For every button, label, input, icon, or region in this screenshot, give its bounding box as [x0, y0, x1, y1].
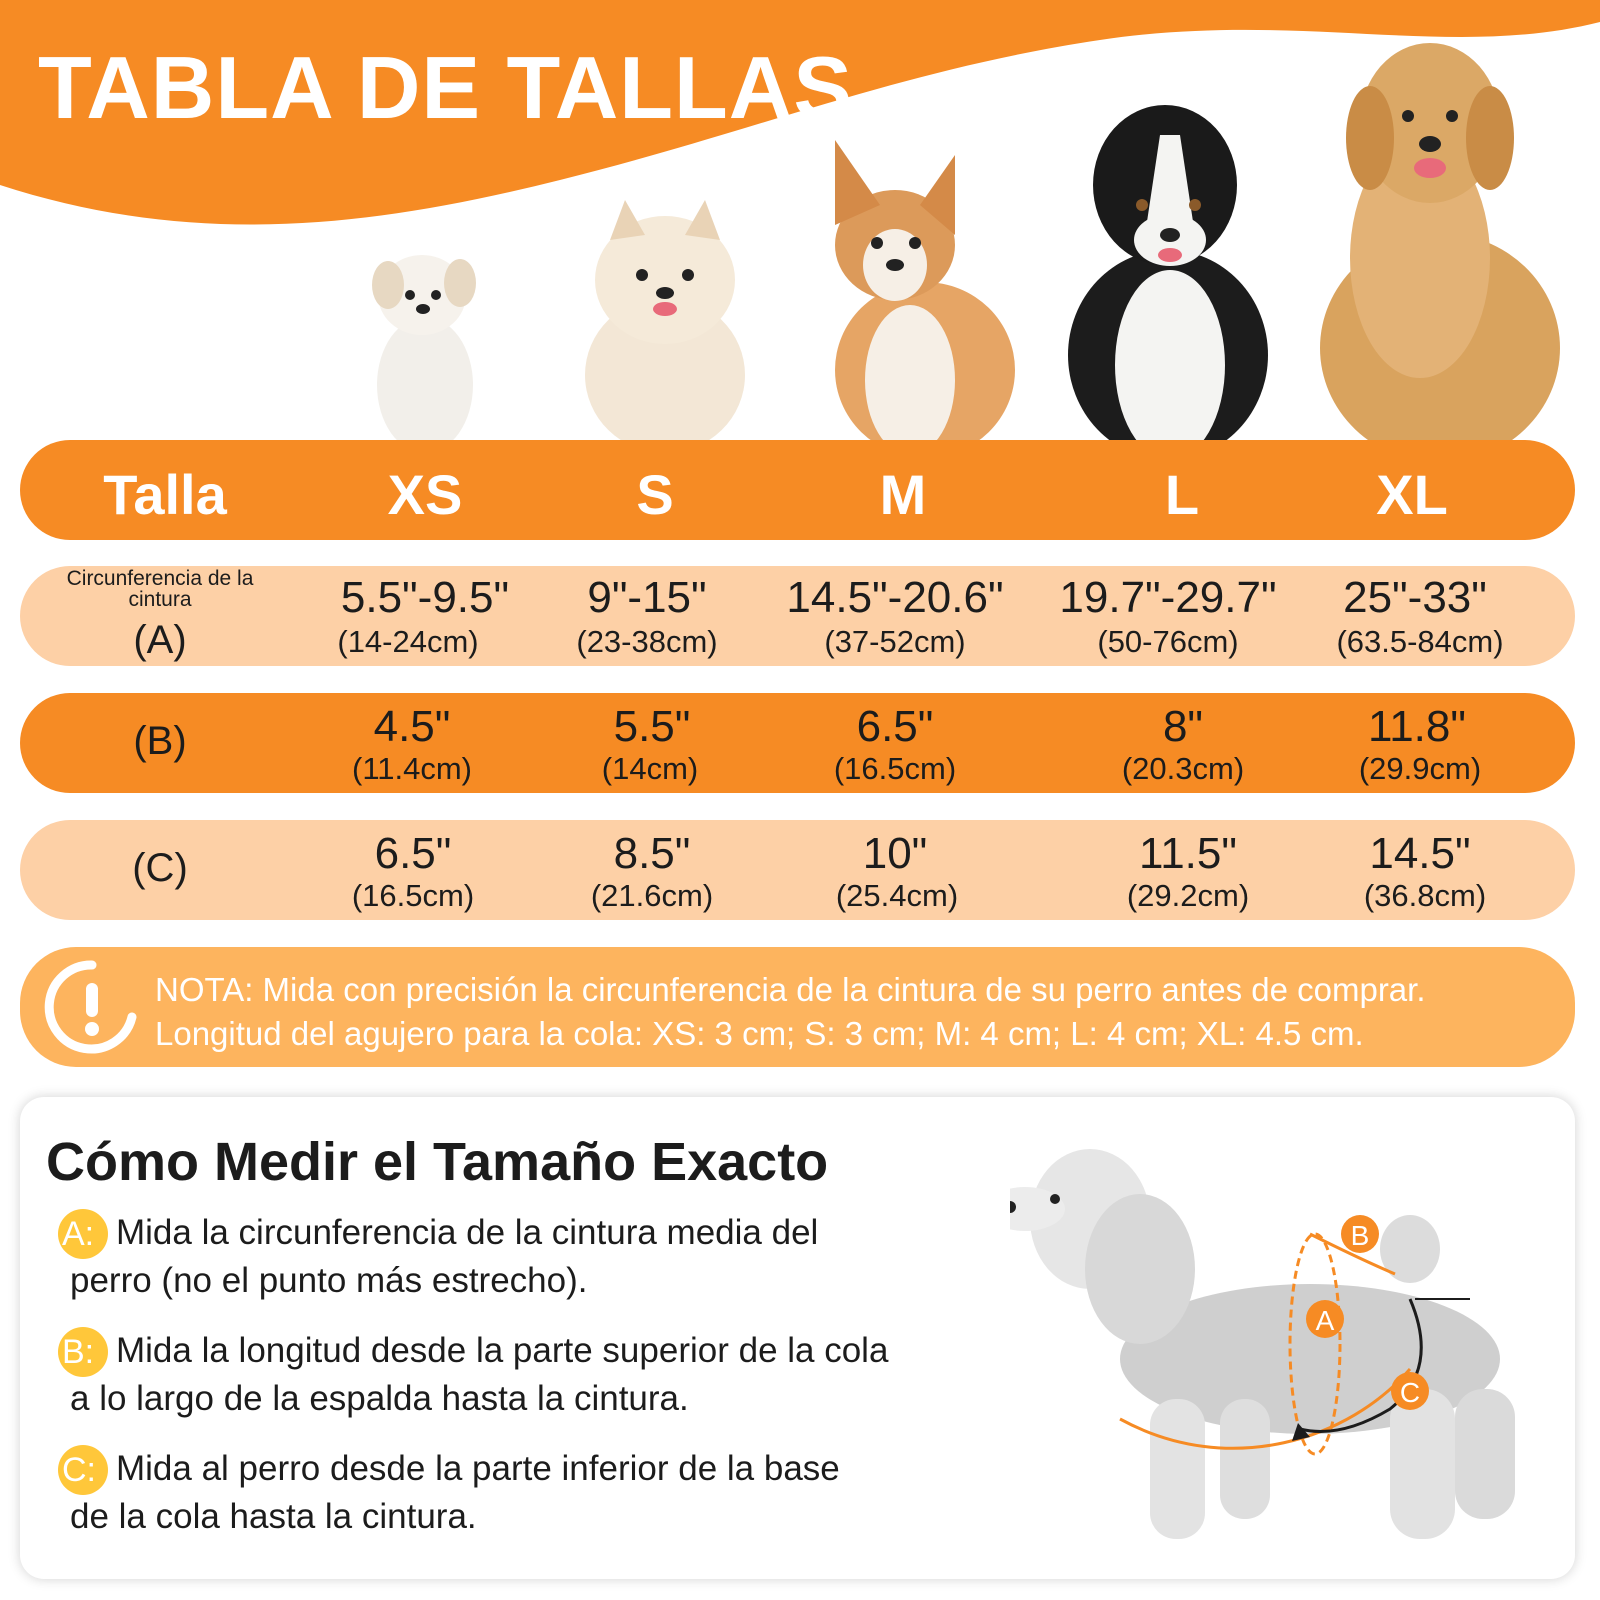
step-c-line-1: Mida al perro desde la parte inferior de… — [116, 1449, 840, 1488]
page-title: TABLA DE TALLAS — [38, 38, 854, 137]
row-b-m-cm: (16.5cm) — [833, 751, 957, 786]
note-line-1: NOTA: Mida con precisión la circunferenc… — [155, 971, 1426, 1008]
row-b-l-cm: (20.3cm) — [1121, 751, 1245, 786]
row-c-s-cm: (21.6cm) — [590, 878, 714, 913]
diagram-label-c: C — [1400, 1377, 1420, 1408]
row-a-m-in: 14.5"-20.6" — [786, 573, 1004, 622]
dog-xl-illustration — [1320, 43, 1560, 463]
row-b-label: (B) — [133, 719, 187, 763]
row-a-xl-cm: (63.5-84cm) — [1336, 624, 1504, 659]
row-c-xs-in: 6.5" — [374, 829, 452, 878]
row-a-s-in: 9"-15" — [587, 573, 707, 622]
row-c-s-in: 8.5" — [613, 829, 691, 878]
note-banner: NOTA: Mida con precisión la circunferenc… — [20, 947, 1575, 1067]
size-s: S — [636, 463, 674, 526]
header-wave — [0, 0, 1600, 225]
row-a-l-cm: (50-76cm) — [1097, 624, 1239, 659]
size-m: M — [879, 463, 927, 526]
measurement-diagram: B A C — [1010, 1149, 1515, 1539]
row-b-m-in: 6.5" — [856, 702, 934, 751]
row-b-xl-cm: (29.9cm) — [1358, 751, 1482, 786]
exclamation-circle-icon — [44, 960, 137, 1054]
dog-xs-illustration — [372, 255, 476, 453]
row-a-s-cm: (23-38cm) — [576, 624, 718, 659]
row-c-xs-cm: (16.5cm) — [351, 878, 475, 913]
dog-m-illustration — [835, 140, 1015, 458]
row-c-l-cm: (29.2cm) — [1126, 878, 1250, 913]
diagram-label-a: A — [1316, 1305, 1335, 1336]
row-a-xs-in: 5.5"-9.5" — [340, 573, 510, 622]
row-b-xs-in: 4.5" — [373, 702, 451, 751]
row-a-xl-in: 25"-33" — [1343, 573, 1487, 622]
row-b-length: (B) 4.5" (11.4cm) 5.5" (14cm) 6.5" (16.5… — [20, 693, 1575, 793]
row-b-xl-in: 11.8" — [1368, 702, 1466, 751]
note-line-2: Longitud del agujero para la cola: XS: 3… — [155, 1015, 1364, 1052]
row-c-xl-cm: (36.8cm) — [1363, 878, 1487, 913]
row-c-tail-length: (C) 6.5" (16.5cm) 8.5" (21.6cm) 10" (25.… — [20, 820, 1575, 920]
row-c-m-in: 10" — [862, 829, 928, 878]
row-b-s-in: 5.5" — [613, 702, 691, 751]
row-a-label: (A) — [133, 618, 187, 662]
step-c-badge: C: — [58, 1445, 108, 1495]
size-header-label: Talla — [103, 463, 227, 526]
step-b-badge: B: — [58, 1327, 108, 1377]
row-b-xs-cm: (11.4cm) — [351, 751, 473, 786]
step-b-line-2: a lo largo de la espalda hasta la cintur… — [70, 1379, 689, 1418]
step-a-badge: A: — [58, 1209, 108, 1259]
row-c-m-cm: (25.4cm) — [835, 878, 959, 913]
row-a-l-in: 19.7"-29.7" — [1059, 573, 1277, 622]
measure-panel: Cómo Medir el Tamaño Exacto A: Mida la c… — [20, 1097, 1575, 1579]
size-header-row: Talla XS S M L XL — [20, 440, 1575, 540]
step-a-line-1: Mida la circunferencia de la cintura med… — [116, 1213, 819, 1252]
row-a-m-cm: (37-52cm) — [824, 624, 966, 659]
row-b-l-in: 8" — [1162, 702, 1204, 751]
diagram-label-b: B — [1351, 1220, 1370, 1251]
row-c-xl-in: 14.5" — [1369, 829, 1471, 878]
step-b-line-1: Mida la longitud desde la parte superior… — [116, 1331, 889, 1370]
step-c-line-2: de la cola hasta la cintura. — [70, 1497, 477, 1536]
size-xs: XS — [387, 463, 463, 526]
row-b-s-cm: (14cm) — [601, 751, 699, 786]
row-a-waist: Circunferencia de la cintura (A) 5.5"-9.… — [20, 566, 1575, 666]
dog-s-illustration — [585, 200, 745, 453]
row-c-label: (C) — [132, 846, 188, 890]
dog-l-illustration — [1068, 105, 1268, 460]
step-a-line-2: perro (no el punto más estrecho). — [70, 1261, 588, 1300]
size-xl: XL — [1376, 463, 1448, 526]
measure-title: Cómo Medir el Tamaño Exacto — [46, 1132, 829, 1192]
row-c-l-in: 11.5" — [1139, 829, 1237, 878]
size-l: L — [1164, 463, 1200, 526]
row-a-xs-cm: (14-24cm) — [337, 624, 479, 659]
row-a-label-small: Circunferencia de la cintura — [66, 567, 254, 611]
